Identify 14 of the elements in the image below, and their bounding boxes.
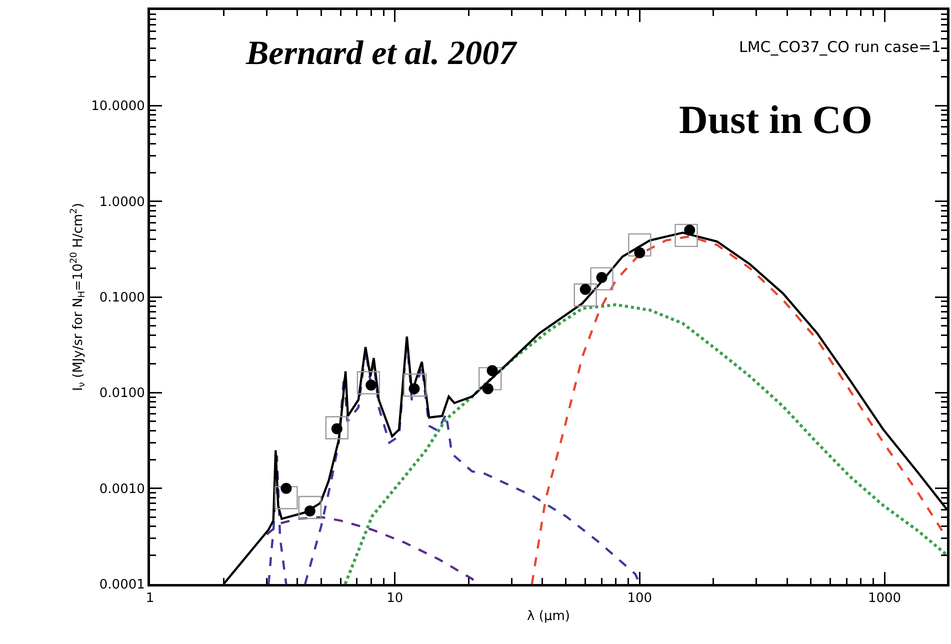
y-tick-label: 10.0000 <box>91 99 145 114</box>
y-tick-label: 0.0001 <box>99 578 145 593</box>
y-tick-label: 0.1000 <box>99 290 145 306</box>
x-tick-label: 10 <box>386 591 404 606</box>
y-tick-label: 0.0010 <box>99 482 145 497</box>
y-tick-label: 1.0000 <box>99 194 145 210</box>
x-tick-label: 1000 <box>868 591 902 606</box>
annotation: LMC_CO37_CO run case=1 <box>739 38 941 56</box>
x-axis-title: λ (μm) <box>527 608 570 624</box>
y-tick-label: 0.0100 <box>99 386 145 402</box>
annotation: Bernard et al. 2007 <box>245 35 518 72</box>
annotation: Dust in CO <box>679 97 872 142</box>
x-tick-label: 100 <box>627 591 652 606</box>
x-tick-label: 1 <box>146 591 154 606</box>
